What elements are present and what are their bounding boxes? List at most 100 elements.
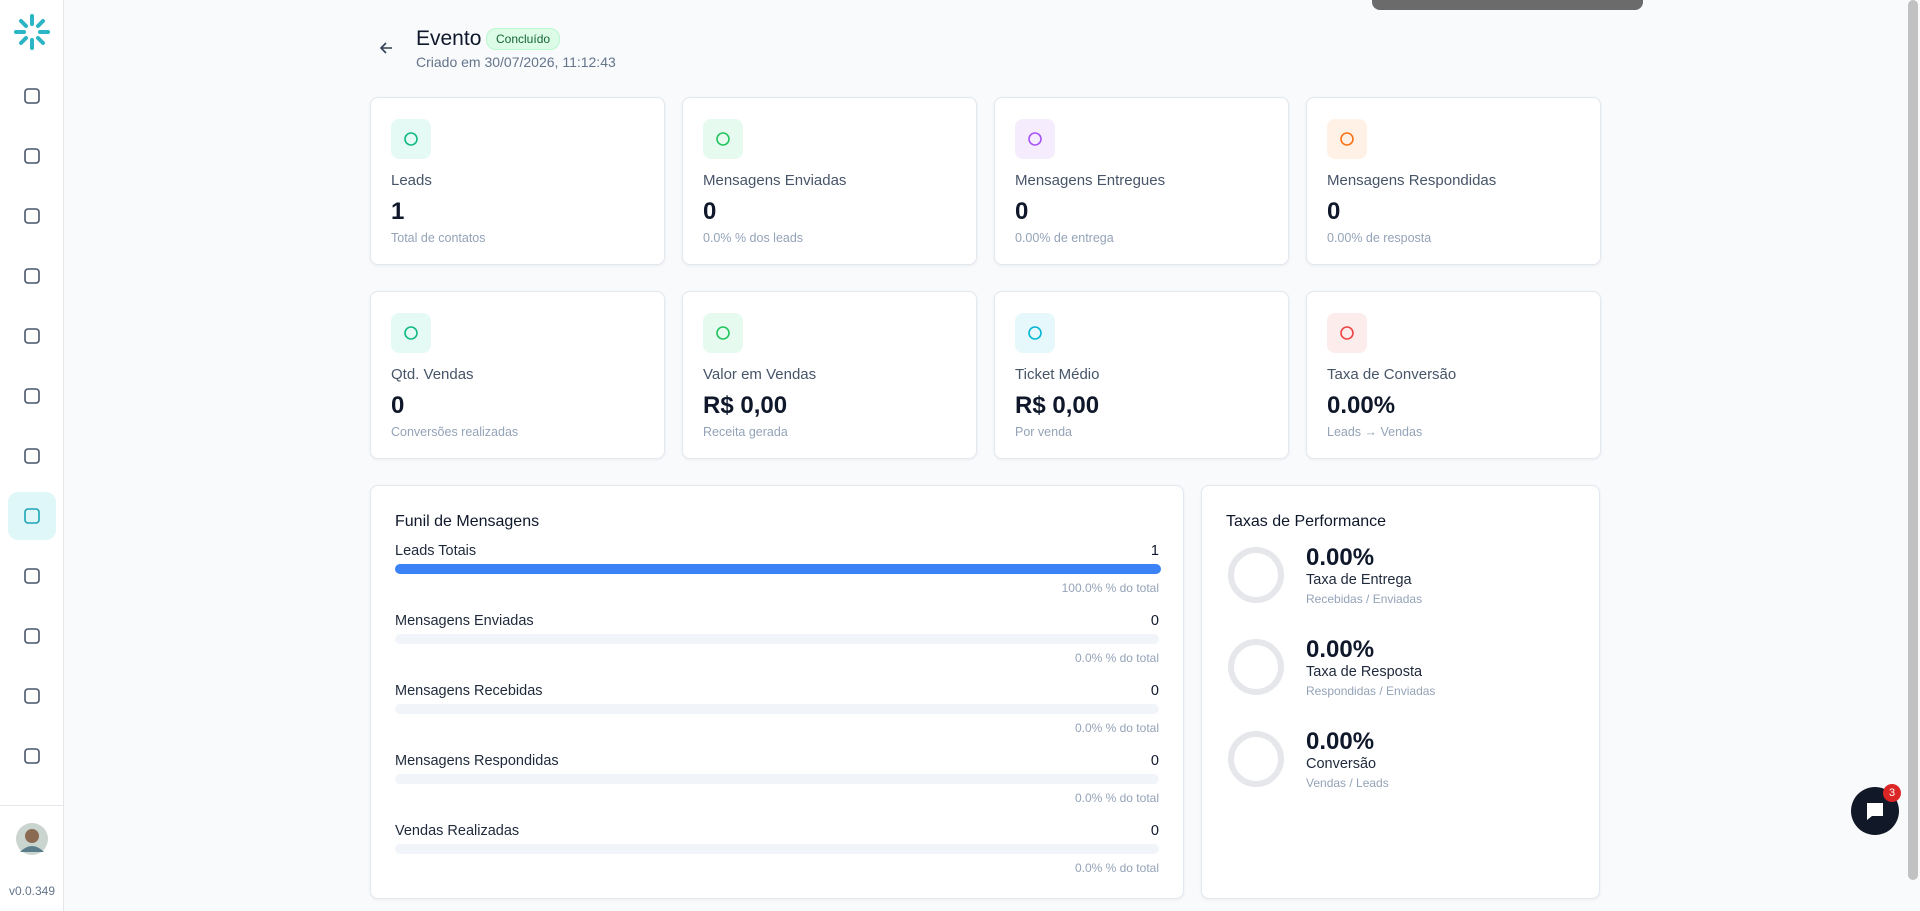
stat-sub: Receita gerada bbox=[703, 425, 788, 439]
ring bbox=[1227, 638, 1285, 696]
nav-item[interactable] bbox=[8, 672, 56, 720]
nav-item[interactable] bbox=[8, 252, 56, 300]
stat-sub: Total de contatos bbox=[391, 231, 486, 245]
funnel-label: Mensagens Recebidas bbox=[395, 683, 543, 699]
stat-icon bbox=[391, 119, 431, 159]
toast-edge bbox=[1372, 0, 1643, 10]
nav-item[interactable] bbox=[8, 552, 56, 600]
funnel-note: 100.0% % do total bbox=[1061, 581, 1159, 595]
stat-label: Qtd. Vendas bbox=[391, 366, 474, 383]
nav-item[interactable] bbox=[8, 612, 56, 660]
page-title: Evento bbox=[416, 27, 482, 50]
funnel-panel: Funil de Mensagens Leads Totais 1 100.0% %… bbox=[370, 485, 1184, 899]
funnel-value: 1 bbox=[1150, 543, 1159, 559]
funnel-note: 0.0% % do total bbox=[1074, 721, 1159, 735]
funnel-label: Mensagens Enviadas bbox=[395, 613, 534, 629]
sidebar: v0.0.349 bbox=[0, 0, 64, 911]
stat-icon bbox=[1327, 313, 1367, 353]
stat-value: 0 bbox=[1015, 198, 1029, 225]
stat-value: 1 bbox=[391, 198, 405, 225]
stat-icon bbox=[391, 313, 431, 353]
status-badge: Concluído bbox=[486, 28, 561, 50]
stat-card: Ticket Médio R$ 0,00 Por venda bbox=[994, 291, 1289, 459]
stat-icon bbox=[1015, 313, 1055, 353]
perf-sub: Respondidas / Enviadas bbox=[1306, 684, 1436, 698]
ring bbox=[1227, 546, 1285, 604]
perf-label: Taxa de Entrega bbox=[1306, 572, 1412, 588]
stat-value: R$ 0,00 bbox=[703, 392, 788, 419]
stat-value: 0.00% bbox=[1327, 392, 1396, 419]
stat-label: Taxa de Conversão bbox=[1327, 366, 1457, 383]
avatar[interactable] bbox=[15, 822, 49, 856]
stat-card: Mensagens Enviadas 0 0.0% % dos leads bbox=[682, 97, 977, 265]
version: v0.0.349 bbox=[8, 884, 56, 898]
stat-label: Ticket Médio bbox=[1015, 366, 1100, 383]
created-date: Criado em 30/07/2026, 11:12:43 bbox=[416, 54, 616, 70]
stat-card: Valor em Vendas R$ 0,00 Receita gerada bbox=[682, 291, 977, 459]
nav-item[interactable] bbox=[8, 492, 56, 540]
ring bbox=[1227, 730, 1285, 788]
stat-card: Mensagens Entregues 0 0.00% de entrega bbox=[994, 97, 1289, 265]
nav-item[interactable] bbox=[8, 132, 56, 180]
stat-value: 0 bbox=[391, 392, 405, 419]
funnel-track bbox=[395, 634, 1159, 644]
stat-icon bbox=[703, 119, 743, 159]
perf-value: 0.00% bbox=[1306, 544, 1375, 571]
perf-value: 0.00% bbox=[1306, 728, 1375, 755]
stat-card: Qtd. Vendas 0 Conversões realizadas bbox=[370, 291, 665, 459]
stat-sub: Conversões realizadas bbox=[391, 425, 519, 439]
perf-sub: Vendas / Leads bbox=[1306, 776, 1389, 790]
funnel-track bbox=[395, 774, 1159, 784]
stat-sub: Por venda bbox=[1015, 425, 1072, 439]
funnel-label: Leads Totais bbox=[395, 543, 477, 559]
stat-sub: 0.0% % dos leads bbox=[703, 231, 804, 245]
funnel-value: 0 bbox=[1150, 613, 1159, 629]
stat-label: Mensagens Entregues bbox=[1015, 172, 1166, 189]
funnel-track bbox=[395, 704, 1159, 714]
perf-label: Conversão bbox=[1306, 756, 1377, 772]
funnel-label: Mensagens Respondidas bbox=[395, 753, 559, 769]
stat-sub: 0.00% de entrega bbox=[1015, 231, 1114, 245]
stat-label: Valor em Vendas bbox=[703, 366, 817, 383]
stat-label: Mensagens Enviadas bbox=[703, 172, 847, 189]
nav-item[interactable] bbox=[8, 732, 56, 780]
stat-label: Mensagens Respondidas bbox=[1327, 172, 1497, 189]
stat-icon bbox=[1327, 119, 1367, 159]
stat-card: Taxa de Conversão 0.00% Leads → Vendas bbox=[1306, 291, 1601, 459]
nav-item[interactable] bbox=[8, 432, 56, 480]
stat-card: Leads 1 Total de contatos bbox=[370, 97, 665, 265]
stat-value: 0 bbox=[703, 198, 717, 225]
nav-item[interactable] bbox=[8, 372, 56, 420]
nav-item[interactable] bbox=[8, 72, 56, 120]
funnel-value: 0 bbox=[1150, 823, 1159, 839]
panel-title: Taxas de Performance bbox=[1226, 513, 1387, 530]
stat-icon bbox=[1015, 119, 1055, 159]
back-button[interactable] bbox=[378, 39, 396, 57]
performance-panel: Taxas de Performance 0.00% Taxa de Entreg… bbox=[1201, 485, 1600, 899]
stat-icon bbox=[703, 313, 743, 353]
perf-value: 0.00% bbox=[1306, 636, 1375, 663]
panel-title: Funil de Mensagens bbox=[395, 513, 540, 530]
funnel-bar bbox=[395, 564, 1161, 574]
perf-label: Taxa de Resposta bbox=[1306, 664, 1423, 680]
nav-item[interactable] bbox=[8, 192, 56, 240]
funnel-label: Vendas Realizadas bbox=[395, 823, 520, 839]
chat-badge: 3 bbox=[1883, 784, 1901, 802]
stat-label: Leads bbox=[391, 172, 432, 189]
stat-sub: Leads → Vendas bbox=[1327, 425, 1423, 439]
stat-card: Mensagens Respondidas 0 0.00% de resposta bbox=[1306, 97, 1601, 265]
logo bbox=[14, 14, 50, 50]
perf-sub: Recebidas / Enviadas bbox=[1306, 592, 1423, 606]
stat-value: 0 bbox=[1327, 198, 1341, 225]
funnel-value: 0 bbox=[1150, 753, 1159, 769]
funnel-track bbox=[395, 844, 1159, 854]
funnel-note: 0.0% % do total bbox=[1074, 651, 1159, 665]
funnel-note: 0.0% % do total bbox=[1074, 861, 1159, 875]
nav-item[interactable] bbox=[8, 312, 56, 360]
funnel-value: 0 bbox=[1150, 683, 1159, 699]
funnel-note: 0.0% % do total bbox=[1074, 791, 1159, 805]
scrollbar[interactable] bbox=[1908, 0, 1918, 880]
stat-sub: 0.00% de resposta bbox=[1327, 231, 1432, 245]
